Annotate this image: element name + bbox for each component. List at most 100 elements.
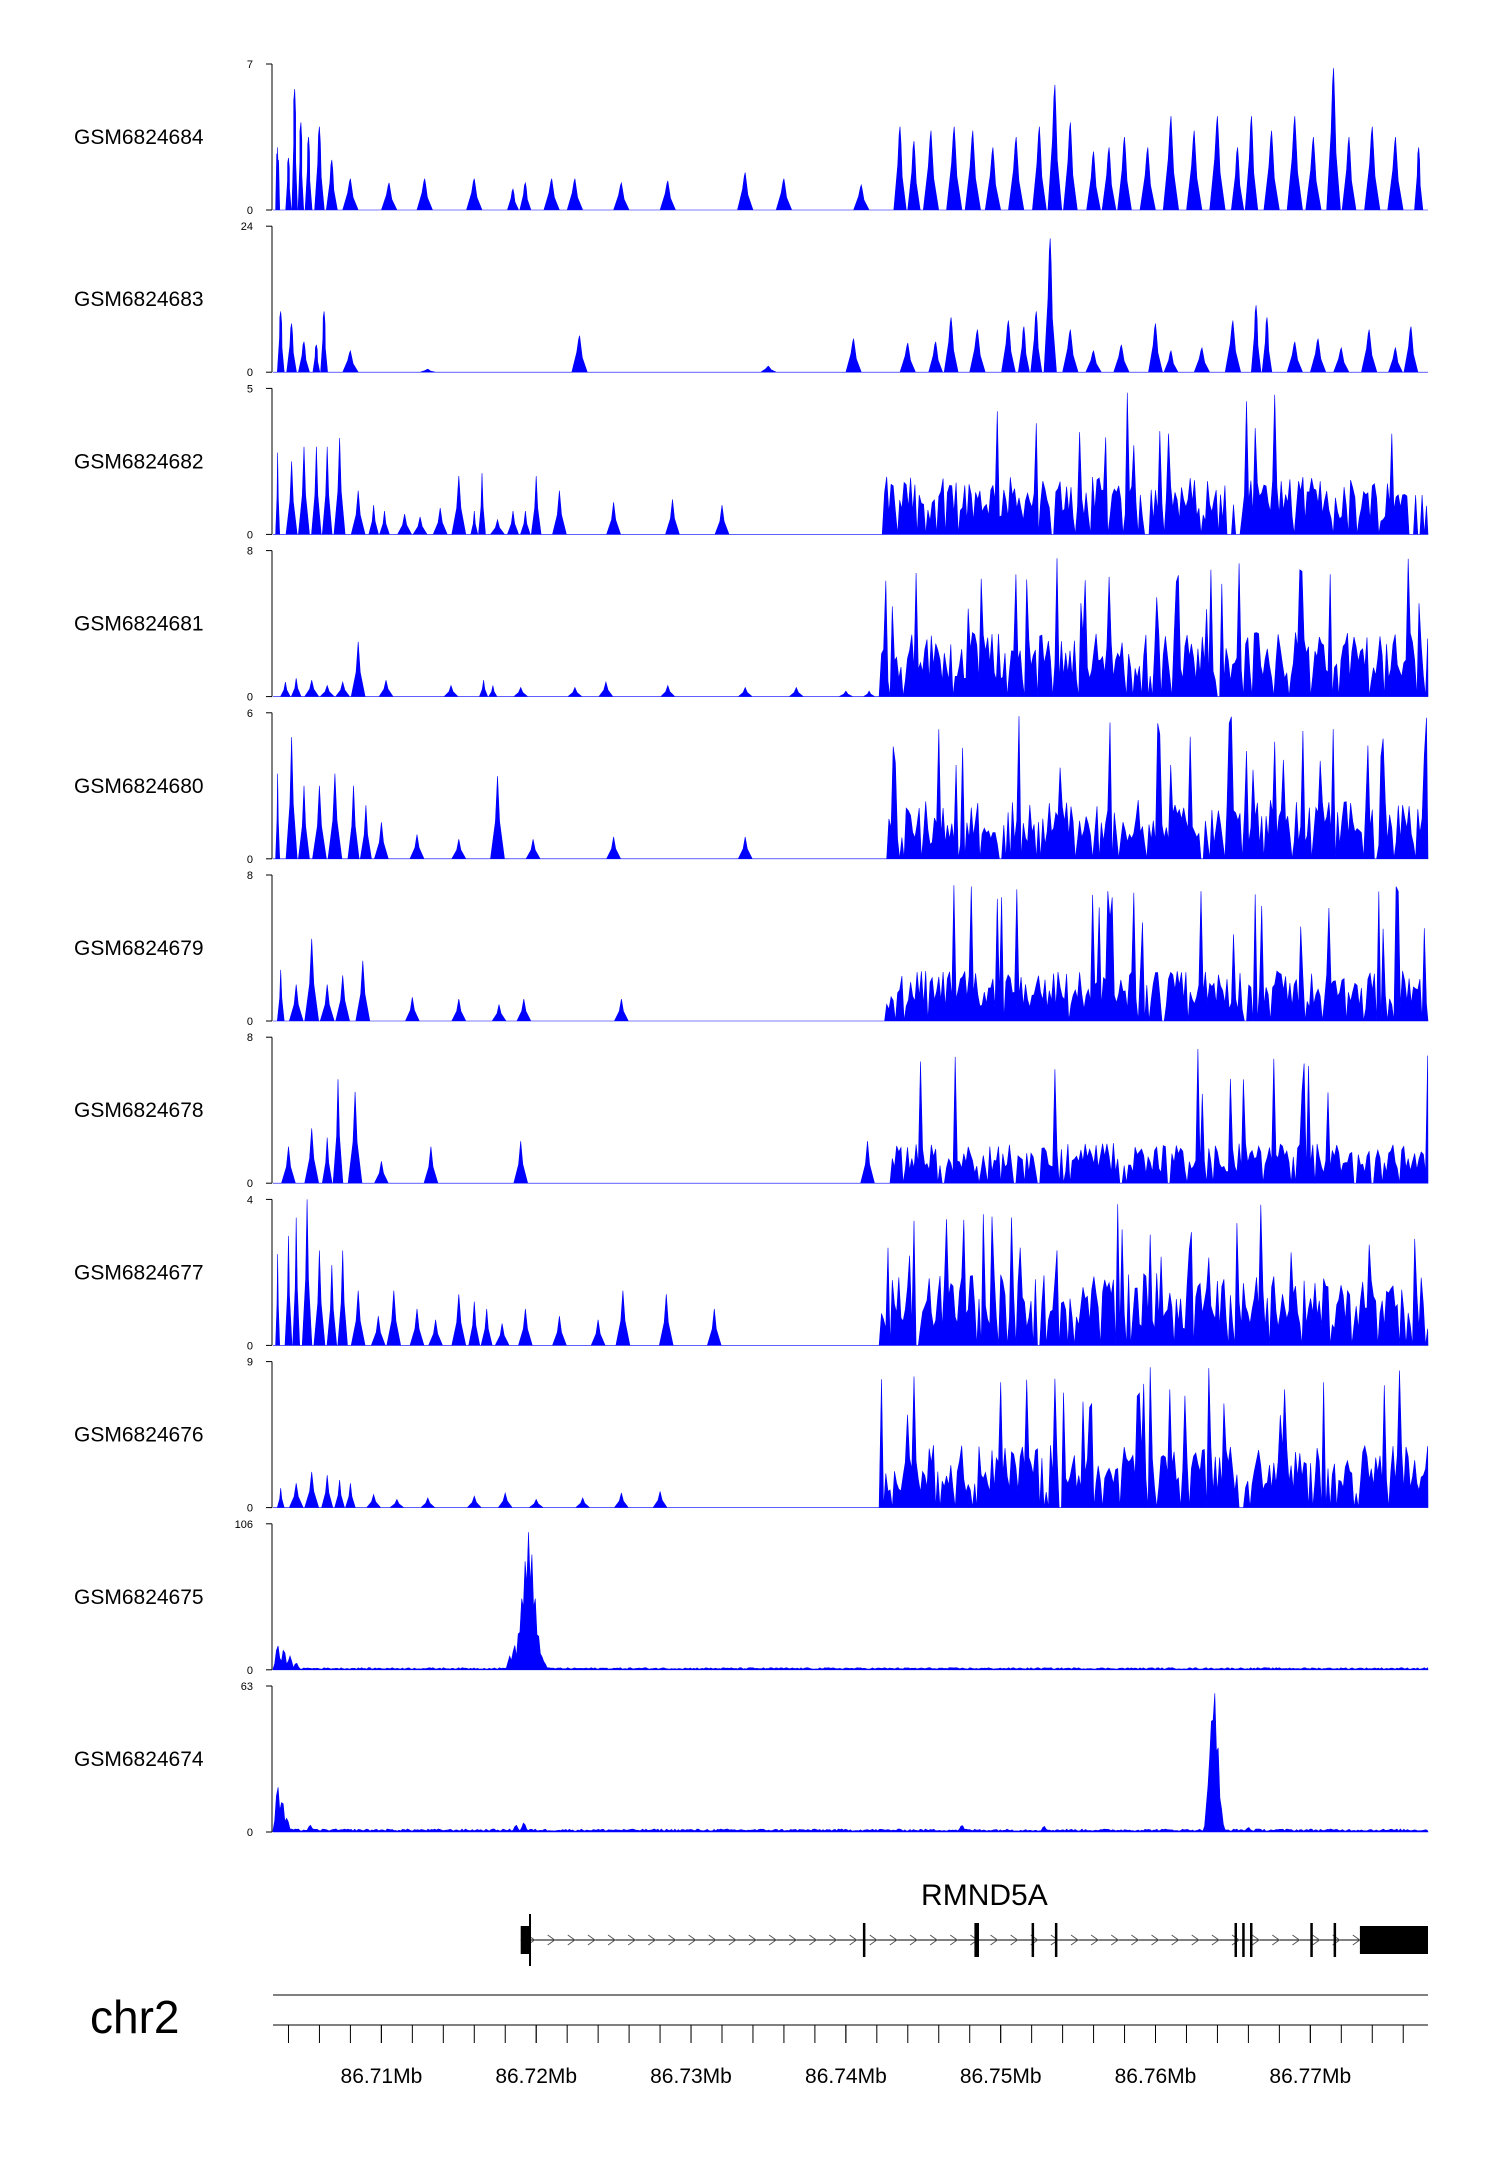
gene-exon (520, 1926, 530, 1954)
coverage-area (273, 885, 1429, 1022)
axis-tick-label: 86.77Mb (1269, 2065, 1351, 2088)
axis-tick-label: 86.71Mb (341, 2065, 423, 2088)
strand-arrow (648, 1934, 657, 1946)
gene-exon (1054, 1923, 1058, 1957)
coverage-area (273, 1367, 1429, 1508)
track-GSM6824680: GSM6824680 6 0 (74, 708, 1429, 866)
track-GSM6824682: GSM6824682 5 0 (74, 383, 1429, 541)
strand-arrow (849, 1934, 858, 1946)
strand-arrow (1352, 1934, 1361, 1946)
strand-arrow (1211, 1934, 1220, 1946)
y-tick-label-min: 0 (247, 1503, 253, 1515)
strand-arrow (1171, 1934, 1180, 1946)
track-label: GSM6824682 (74, 450, 204, 473)
track-GSM6824679: GSM6824679 8 0 (74, 870, 1429, 1028)
track-GSM6824676: GSM6824676 9 0 (74, 1357, 1429, 1515)
strand-arrow (1271, 1934, 1281, 1946)
y-tick-label-min: 0 (247, 1016, 253, 1028)
chromosome-track: chr2 (90, 1991, 1428, 2043)
axis-tick-label: 86.76Mb (1115, 2065, 1197, 2088)
track-label: GSM6824678 (74, 1099, 204, 1122)
strand-arrow (567, 1934, 576, 1946)
strand-arrow (547, 1934, 556, 1946)
y-tick-label-max: 5 (247, 383, 253, 395)
track-GSM6824677: GSM6824677 4 0 (74, 1194, 1429, 1352)
gene-exon (862, 1923, 866, 1957)
gene-exon (1359, 1926, 1428, 1954)
axis-tick-label: 86.74Mb (805, 2065, 887, 2088)
strand-arrow (1191, 1934, 1200, 1946)
track-label: GSM6824683 (74, 288, 204, 311)
strand-arrow (1151, 1934, 1160, 1946)
track-label: GSM6824677 (74, 1261, 204, 1284)
strand-arrow (869, 1934, 878, 1946)
gene-exon (1031, 1923, 1035, 1957)
track-label: GSM6824681 (74, 613, 204, 636)
axis-tick-label: 86.73Mb (650, 2065, 732, 2088)
track-GSM6824674: GSM6824674 63 0 (74, 1681, 1429, 1839)
strand-arrow (809, 1934, 818, 1946)
axis-tick-label: 86.72Mb (495, 2065, 577, 2088)
gene-exon (1250, 1923, 1253, 1957)
coverage-area (273, 68, 1428, 211)
track-GSM6824675: GSM6824675 106 0 (74, 1519, 1429, 1677)
track-label: GSM6824684 (74, 126, 204, 149)
chromosome-label: chr2 (90, 1991, 179, 2043)
y-tick-label-max: 8 (247, 870, 253, 882)
y-tick-label-max: 8 (247, 1032, 253, 1044)
strand-arrow (668, 1934, 677, 1946)
y-tick-label-min: 0 (247, 205, 253, 217)
strand-arrow (949, 1934, 959, 1946)
y-tick-label-max: 8 (247, 546, 253, 558)
strand-arrow (768, 1934, 777, 1946)
y-tick-label-min: 0 (247, 1178, 253, 1190)
strand-arrow (1090, 1934, 1099, 1946)
coverage-area (273, 1048, 1429, 1184)
coverage-area (273, 716, 1429, 860)
y-tick-label-min: 0 (247, 1665, 253, 1677)
track-label: GSM6824679 (74, 937, 204, 960)
coverage-area (273, 238, 1428, 373)
strand-arrow (1050, 1934, 1059, 1946)
strand-arrow (708, 1934, 717, 1946)
y-tick-label-max: 9 (247, 1357, 253, 1369)
y-tick-label-max: 6 (247, 708, 253, 720)
strand-arrow (1251, 1934, 1261, 1946)
track-label: GSM6824674 (74, 1748, 204, 1771)
strand-arrow (990, 1934, 999, 1946)
track-GSM6824683: GSM6824683 24 0 (74, 221, 1428, 379)
coverage-area (273, 1199, 1429, 1346)
y-tick-label-min: 0 (247, 367, 253, 379)
strand-arrow (1231, 1934, 1240, 1946)
strand-arrow (728, 1934, 737, 1946)
coverage-tracks: GSM682468470GSM6824683240GSM682468250GSM… (74, 59, 1429, 1839)
strand-arrow (607, 1934, 616, 1946)
strand-arrow (1070, 1934, 1079, 1946)
y-tick-label-min: 0 (247, 854, 253, 866)
strand-arrow (1292, 1934, 1301, 1946)
y-tick-label-min: 0 (247, 1827, 253, 1839)
track-GSM6824684: GSM6824684 7 0 (74, 59, 1428, 217)
coverage-area (272, 1693, 1429, 1833)
track-GSM6824681: GSM6824681 8 0 (74, 546, 1429, 704)
strand-arrow (909, 1934, 918, 1946)
y-tick-label-max: 7 (247, 59, 253, 71)
gene-track: RMND5A (520, 1879, 1428, 1966)
gene-exon (1333, 1923, 1337, 1957)
strand-arrow (788, 1934, 798, 1946)
strand-arrow (829, 1934, 838, 1946)
strand-arrow (929, 1934, 938, 1946)
coverage-area (273, 558, 1429, 697)
gene-label: RMND5A (921, 1879, 1048, 1912)
track-label: GSM6824676 (74, 1424, 204, 1447)
strand-arrow (587, 1934, 596, 1946)
strand-arrow (889, 1934, 898, 1946)
y-tick-label-max: 24 (241, 221, 253, 233)
gene-exon (1234, 1923, 1237, 1957)
y-tick-label-min: 0 (247, 529, 253, 541)
strand-arrow (1010, 1934, 1019, 1946)
strand-arrow (688, 1934, 697, 1946)
coverage-area (272, 1532, 1429, 1671)
track-label: GSM6824675 (74, 1586, 204, 1609)
